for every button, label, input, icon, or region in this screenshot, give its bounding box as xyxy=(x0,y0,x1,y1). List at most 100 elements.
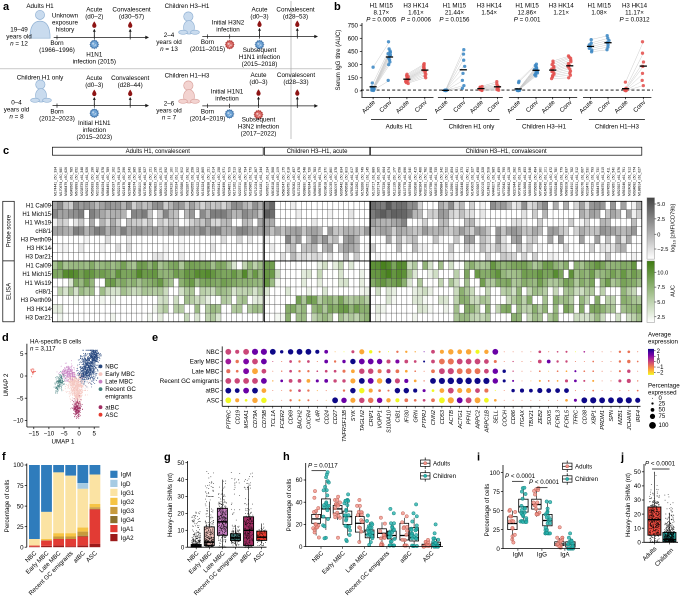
svg-text:M544151_c61_145: M544151_c61_145 xyxy=(366,167,370,196)
svg-text:infection: infection xyxy=(216,27,240,34)
svg-text:Recent GC emigrants: Recent GC emigrants xyxy=(160,378,220,385)
svg-text:H1 Wis19: H1 Wis19 xyxy=(25,221,52,227)
svg-text:M349565_c61_785: M349565_c61_785 xyxy=(69,167,73,196)
svg-text:Children H1 only: Children H1 only xyxy=(449,124,496,131)
svg-text:CXCR4: CXCR4 xyxy=(307,410,313,429)
svg-text:2–4: 2–4 xyxy=(164,32,175,39)
svg-text:H3 Perth09: H3 Perth09 xyxy=(21,238,52,244)
svg-text:P = 0.0006: P = 0.0006 xyxy=(401,17,432,24)
svg-text:CD53: CD53 xyxy=(440,409,446,424)
svg-text:CNN2: CNN2 xyxy=(431,409,437,425)
svg-text:M712024_c61_367: M712024_c61_367 xyxy=(254,167,258,196)
svg-text:H3 HK14: H3 HK14 xyxy=(477,3,503,10)
svg-text:M266931_c50_491: M266931_c50_491 xyxy=(465,167,469,196)
svg-text:M146542_c61_101: M146542_c61_101 xyxy=(544,167,548,196)
svg-text:Subsequent: Subsequent xyxy=(242,117,276,124)
svg-text:M864491_c50_789: M864491_c50_789 xyxy=(106,167,110,196)
svg-text:M428838_c50_151: M428838_c50_151 xyxy=(206,167,210,196)
svg-text:(d28–53): (d28–53) xyxy=(283,13,308,20)
svg-text:n = 7: n = 7 xyxy=(162,115,177,122)
svg-text:750: 750 xyxy=(348,22,359,29)
svg-text:8.17×: 8.17× xyxy=(373,10,389,17)
svg-text:M989208_c50_837: M989208_c50_837 xyxy=(565,167,569,196)
svg-text:M956795_c61_779: M956795_c61_779 xyxy=(318,167,322,196)
svg-text:M934692_c50_774: M934692_c50_774 xyxy=(632,167,636,196)
svg-text:1.54×: 1.54× xyxy=(481,10,497,17)
svg-text:M735656_c50_494: M735656_c50_494 xyxy=(533,167,537,196)
svg-text:log10 [zMFI/CD79b]: log10 [zMFI/CD79b] xyxy=(671,204,677,252)
svg-text:n = 3,117: n = 3,117 xyxy=(30,346,56,353)
svg-text:M294851_c50_709: M294851_c50_709 xyxy=(227,167,231,196)
svg-text:M207786_c61_898: M207786_c61_898 xyxy=(429,167,433,196)
svg-text:M414910_c61_782: M414910_c61_782 xyxy=(570,167,574,196)
svg-text:M171262_c50_513: M171262_c50_513 xyxy=(233,167,237,196)
svg-text:H3 HK14: H3 HK14 xyxy=(403,3,429,10)
svg-text:emigrants: emigrants xyxy=(105,394,132,401)
svg-text:2–6: 2–6 xyxy=(164,101,175,108)
svg-text:UMAP 1: UMAP 1 xyxy=(52,439,75,446)
svg-text:M272634_c61_102: M272634_c61_102 xyxy=(175,167,179,196)
svg-text:Children H3–H1: Children H3–H1 xyxy=(522,124,567,131)
svg-text:M137778_c61_696: M137778_c61_696 xyxy=(403,167,407,196)
svg-text:M446479_c50_626: M446479_c50_626 xyxy=(64,167,68,196)
svg-text:M103717_c61_889: M103717_c61_889 xyxy=(372,167,376,196)
svg-text:M314181_c61_344: M314181_c61_344 xyxy=(259,167,263,196)
svg-text:0: 0 xyxy=(355,88,359,95)
svg-text:1.08×: 1.08× xyxy=(591,10,607,17)
svg-text:M238739_c61_348: M238739_c61_348 xyxy=(80,167,84,196)
svg-text:M444207_c61_985: M444207_c61_985 xyxy=(492,167,496,196)
svg-text:M946305_c50_783: M946305_c50_783 xyxy=(313,167,317,196)
svg-text:M110139_c50_177: M110139_c50_177 xyxy=(392,167,396,196)
svg-text:M863934_c61_546: M863934_c61_546 xyxy=(528,167,532,196)
svg-text:M712554_c61_614: M712554_c61_614 xyxy=(212,167,216,196)
svg-text:1.21×: 1.21× xyxy=(553,10,569,17)
svg-text:−5: −5 xyxy=(16,395,24,402)
svg-text:H1 MI15: H1 MI15 xyxy=(515,3,539,10)
svg-text:Children H3–H1, acute: Children H3–H1, acute xyxy=(287,149,348,155)
svg-text:VOPP1: VOPP1 xyxy=(378,410,384,429)
svg-text:(d30–57): (d30–57) xyxy=(119,13,144,20)
svg-text:M320281_c50_782: M320281_c50_782 xyxy=(424,167,428,196)
svg-text:M378517_c61_234: M378517_c61_234 xyxy=(266,167,270,196)
svg-text:(1966–1996): (1966–1996) xyxy=(39,47,75,54)
svg-text:M522179_c61_919: M522179_c61_919 xyxy=(117,167,121,196)
svg-text:M172132_c50_478: M172132_c50_478 xyxy=(297,167,301,196)
svg-text:0–4: 0–4 xyxy=(11,100,22,107)
svg-text:2.5: 2.5 xyxy=(657,315,665,321)
svg-text:M237174_c61_265: M237174_c61_265 xyxy=(377,167,381,196)
svg-text:0: 0 xyxy=(657,232,660,238)
svg-text:M679364_c50_540: M679364_c50_540 xyxy=(408,167,412,196)
svg-text:M723398_c50_734: M723398_c50_734 xyxy=(243,167,247,196)
svg-text:M174441_c50_334: M174441_c50_334 xyxy=(54,167,58,196)
svg-text:M785197_c50_162: M785197_c50_162 xyxy=(112,167,116,196)
svg-text:M585100_c50_995: M585100_c50_995 xyxy=(138,167,142,196)
svg-text:M309267_c61_458: M309267_c61_458 xyxy=(476,167,480,196)
svg-text:M772642_c61_795: M772642_c61_795 xyxy=(502,167,506,196)
svg-text:AUC: AUC xyxy=(671,285,677,297)
svg-text:M563246_c61_791: M563246_c61_791 xyxy=(622,167,626,196)
svg-text:M214576_c50_296: M214576_c50_296 xyxy=(122,167,126,196)
svg-text:ACTG1: ACTG1 xyxy=(458,410,464,430)
svg-text:TCL1A: TCL1A xyxy=(271,410,277,428)
svg-text:H1N1: H1N1 xyxy=(86,52,103,59)
svg-text:H1 MI15: H1 MI15 xyxy=(370,3,394,10)
svg-text:Late MBC: Late MBC xyxy=(192,368,220,375)
svg-text:HA-specific B cells: HA-specific B cells xyxy=(30,339,81,346)
svg-text:Born: Born xyxy=(50,109,64,116)
svg-text:UMAP 2: UMAP 2 xyxy=(3,373,10,396)
svg-text:M608993_c50_652: M608993_c50_652 xyxy=(75,167,79,196)
svg-text:(d28–33): (d28–33) xyxy=(283,79,308,86)
svg-text:H1 Mich15: H1 Mich15 xyxy=(22,272,51,278)
svg-text:ELISA: ELISA xyxy=(7,283,13,300)
svg-text:(2014–2019): (2014–2019) xyxy=(190,116,226,123)
svg-text:(d0–3): (d0–3) xyxy=(249,79,267,86)
svg-text:5: 5 xyxy=(92,431,96,438)
svg-text:history: history xyxy=(56,27,75,34)
svg-text:M482364_c50_466: M482364_c50_466 xyxy=(418,167,422,196)
svg-text:M552248_c50_780: M552248_c50_780 xyxy=(554,167,558,196)
svg-text:300: 300 xyxy=(348,62,359,69)
svg-text:Initial H1N1: Initial H1N1 xyxy=(78,120,111,127)
svg-text:n = 12: n = 12 xyxy=(10,41,28,48)
svg-text:M923267_c61_392: M923267_c61_392 xyxy=(185,167,189,196)
svg-text:M208618_c50_370: M208618_c50_370 xyxy=(324,167,328,196)
